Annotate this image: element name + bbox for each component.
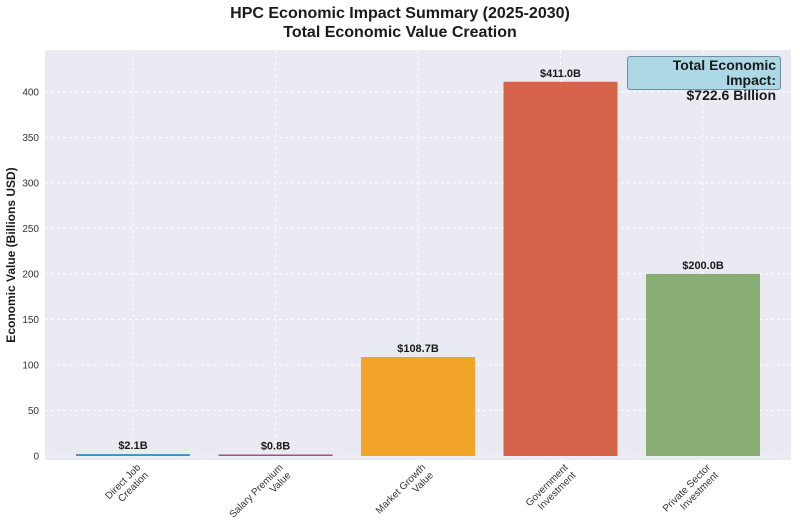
bar (76, 454, 190, 456)
y-tick-label: 0 (33, 452, 39, 463)
bar (503, 81, 618, 457)
bar-value-label: $0.8B (261, 441, 290, 453)
bar (646, 273, 760, 456)
bar (361, 357, 475, 456)
bar-value-label: $2.1B (118, 440, 147, 452)
bars (76, 81, 760, 457)
chart-title-line-2: Total Economic Value Creation (283, 24, 517, 41)
y-tick-label: 150 (22, 315, 39, 326)
y-tick-label: 400 (22, 87, 39, 98)
y-tick-label: 50 (28, 406, 40, 417)
bar-value-label: $108.7B (397, 343, 439, 355)
bar-value-label: $200.0B (682, 260, 724, 272)
data-labels: $2.1B $0.8B $108.7B $411.0B $200.0B (118, 68, 724, 453)
y-tick-label: 250 (22, 224, 39, 235)
total-impact-value: $722.6 Billion (686, 87, 776, 103)
chart-title: HPC Economic Impact Summary (2025-2030) … (0, 4, 800, 42)
total-impact-label: Total Economic Impact: (672, 57, 776, 88)
bar (218, 454, 333, 456)
y-tick-label: 300 (22, 178, 39, 189)
y-tick-label: 200 (22, 269, 39, 280)
chart-title-line-1: HPC Economic Impact Summary (2025-2030) (230, 5, 570, 22)
y-axis-ticks: 0 50 100 150 200 250 300 350 400 (22, 87, 39, 462)
y-tick-label: 350 (22, 133, 39, 144)
total-impact-annotation: Total Economic Impact: $722.6 Billion (627, 56, 781, 103)
y-tick-label: 100 (22, 360, 39, 371)
y-axis-label: Economic Value (Billions USD) (4, 167, 18, 342)
bar-value-label: $411.0B (540, 68, 581, 80)
